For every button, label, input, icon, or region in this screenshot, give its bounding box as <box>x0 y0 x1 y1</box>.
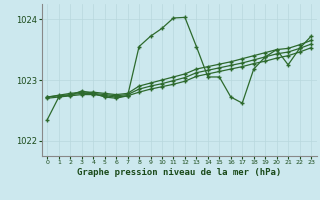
X-axis label: Graphe pression niveau de la mer (hPa): Graphe pression niveau de la mer (hPa) <box>77 168 281 177</box>
